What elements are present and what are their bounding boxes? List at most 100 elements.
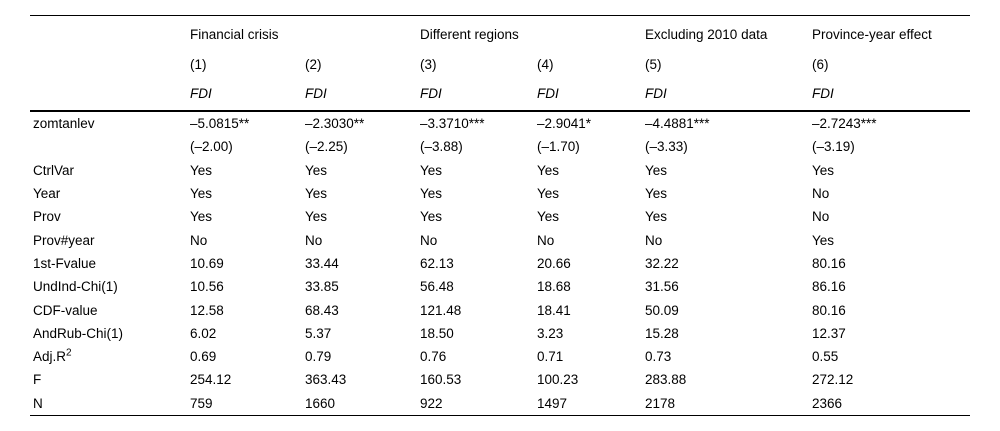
cell-value: 0.69	[190, 349, 217, 365]
row-label: zomtanlev	[33, 116, 95, 132]
cell-value: –2.7243***	[812, 116, 877, 132]
row-label: AndRub-Chi(1)	[33, 325, 124, 341]
cell-value: 2366	[812, 395, 843, 411]
cell-value: Yes	[190, 209, 213, 225]
cell-value: No	[812, 209, 830, 225]
table-row: Prov Yes Yes Yes Yes Yes No	[30, 205, 970, 228]
cell-value: 2178	[645, 395, 676, 411]
cell-value: No	[305, 232, 323, 248]
table-row: UndInd-Chi(1) 10.56 33.85 56.48 18.68 31.56 86…	[30, 275, 970, 298]
row-label: 1st-Fvalue	[33, 255, 97, 271]
cell-value: 283.88	[645, 372, 687, 388]
row-label: F	[33, 372, 42, 388]
corner-cell	[30, 16, 190, 53]
cell-value: No	[190, 232, 208, 248]
row-label: Year	[33, 186, 61, 202]
cell-value: No	[812, 186, 830, 202]
corner-cell	[30, 77, 190, 111]
cell-value: –4.4881***	[645, 116, 710, 132]
dep-var-label: FDI	[645, 86, 667, 101]
cell-value: 272.12	[812, 372, 854, 388]
cell-value: Yes	[645, 186, 668, 202]
cell-value: 759	[190, 395, 213, 411]
table-row: 1st-Fvalue 10.69 33.44 62.13 20.66 32.22 80.16	[30, 252, 970, 275]
cell-value: (–3.88)	[420, 139, 463, 155]
cell-value: Yes	[645, 162, 668, 178]
cell-value: –5.0815**	[190, 116, 250, 132]
group-header: Financial crisis	[190, 26, 279, 42]
cell-value: 1497	[537, 395, 568, 411]
table-row: CtrlVar Yes Yes Yes Yes Yes Yes	[30, 159, 970, 182]
dep-var-label: FDI	[812, 86, 834, 101]
column-number-row: (1) (2) (3) (4) (5) (6)	[30, 52, 970, 77]
table-row: CDF-value 12.58 68.43 121.48 18.41 50.09 80.16	[30, 298, 970, 321]
cell-value: 15.28	[645, 325, 679, 341]
cell-value: No	[645, 232, 663, 248]
cell-value: 10.56	[190, 279, 224, 295]
cell-value: 0.79	[305, 349, 332, 365]
row-label: CtrlVar	[33, 162, 75, 178]
cell-value: 68.43	[305, 302, 339, 318]
group-header-row: Financial crisis Different regions Excludi…	[30, 16, 970, 53]
cell-value: Yes	[537, 209, 560, 225]
cell-value: Yes	[305, 162, 328, 178]
column-number: (6)	[812, 57, 829, 72]
cell-value: Yes	[537, 186, 560, 202]
row-label: UndInd-Chi(1)	[33, 279, 118, 295]
cell-value: 20.66	[537, 255, 571, 271]
cell-value: –3.3710***	[420, 116, 485, 132]
cell-value: 80.16	[812, 255, 846, 271]
dep-var-label: FDI	[305, 86, 327, 101]
cell-value: 33.44	[305, 255, 339, 271]
column-number: (1)	[190, 57, 207, 72]
row-label-superscript: 2	[66, 347, 72, 359]
table-row: (–2.00) (–2.25) (–3.88) (–1.70) (–3.33) (–3.1…	[30, 135, 970, 158]
cell-value: 922	[420, 395, 443, 411]
group-header: Excluding 2010 data	[645, 26, 768, 42]
cell-value: 32.22	[645, 255, 679, 271]
cell-value: 0.55	[812, 349, 839, 365]
cell-value: 3.23	[537, 325, 564, 341]
table-row: F 254.12 363.43 160.53 100.23 283.88 272.12	[30, 368, 970, 391]
cell-value: 5.37	[305, 325, 332, 341]
dep-var-row: FDI FDI FDI FDI FDI FDI	[30, 77, 970, 111]
cell-value: (–3.19)	[812, 139, 855, 155]
cell-value: (–2.25)	[305, 139, 348, 155]
cell-value: Yes	[812, 232, 835, 248]
cell-value: 1660	[305, 395, 336, 411]
dep-var-label: FDI	[420, 86, 442, 101]
table-row: N 759 1660 922 1497 2178 2366	[30, 392, 970, 416]
table-row: Prov#year No No No No No Yes	[30, 228, 970, 251]
cell-value: (–2.00)	[190, 139, 233, 155]
cell-value: Yes	[420, 186, 443, 202]
column-number: (4)	[537, 57, 554, 72]
cell-value: Yes	[190, 162, 213, 178]
row-label	[30, 135, 190, 158]
cell-value: 6.02	[190, 325, 217, 341]
cell-value: 33.85	[305, 279, 339, 295]
cell-value: 12.37	[812, 325, 846, 341]
dep-var-label: FDI	[190, 86, 212, 101]
table-body: zomtanlev –5.0815** –2.3030** –3.3710*** –2.…	[30, 111, 970, 415]
row-label: Adj.R2	[33, 347, 72, 365]
group-header: Province-year effect	[812, 26, 932, 42]
cell-value: 56.48	[420, 279, 454, 295]
cell-value: Yes	[305, 209, 328, 225]
cell-value: 10.69	[190, 255, 224, 271]
table-row: Adj.R2 0.69 0.79 0.76 0.71 0.73 0.55	[30, 345, 970, 368]
regression-results-table: Financial crisis Different regions Excludi…	[30, 15, 970, 416]
cell-value: No	[420, 232, 438, 248]
cell-value: 18.68	[537, 279, 571, 295]
cell-value: 121.48	[420, 302, 462, 318]
cell-value: 0.73	[645, 349, 672, 365]
cell-value: Yes	[190, 186, 213, 202]
column-number: (5)	[645, 57, 662, 72]
dep-var-label: FDI	[537, 86, 559, 101]
cell-value: 62.13	[420, 255, 454, 271]
cell-value: 80.16	[812, 302, 846, 318]
cell-value: 18.50	[420, 325, 454, 341]
cell-value: Yes	[420, 162, 443, 178]
cell-value: 31.56	[645, 279, 679, 295]
cell-value: No	[537, 232, 555, 248]
